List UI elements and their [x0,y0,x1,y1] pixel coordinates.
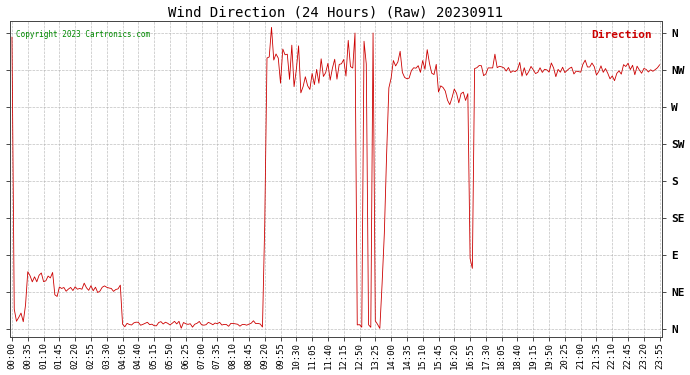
Title: Wind Direction (24 Hours) (Raw) 20230911: Wind Direction (24 Hours) (Raw) 20230911 [168,6,503,20]
Text: Direction: Direction [591,30,652,40]
Text: Copyright 2023 Cartronics.com: Copyright 2023 Cartronics.com [17,30,150,39]
